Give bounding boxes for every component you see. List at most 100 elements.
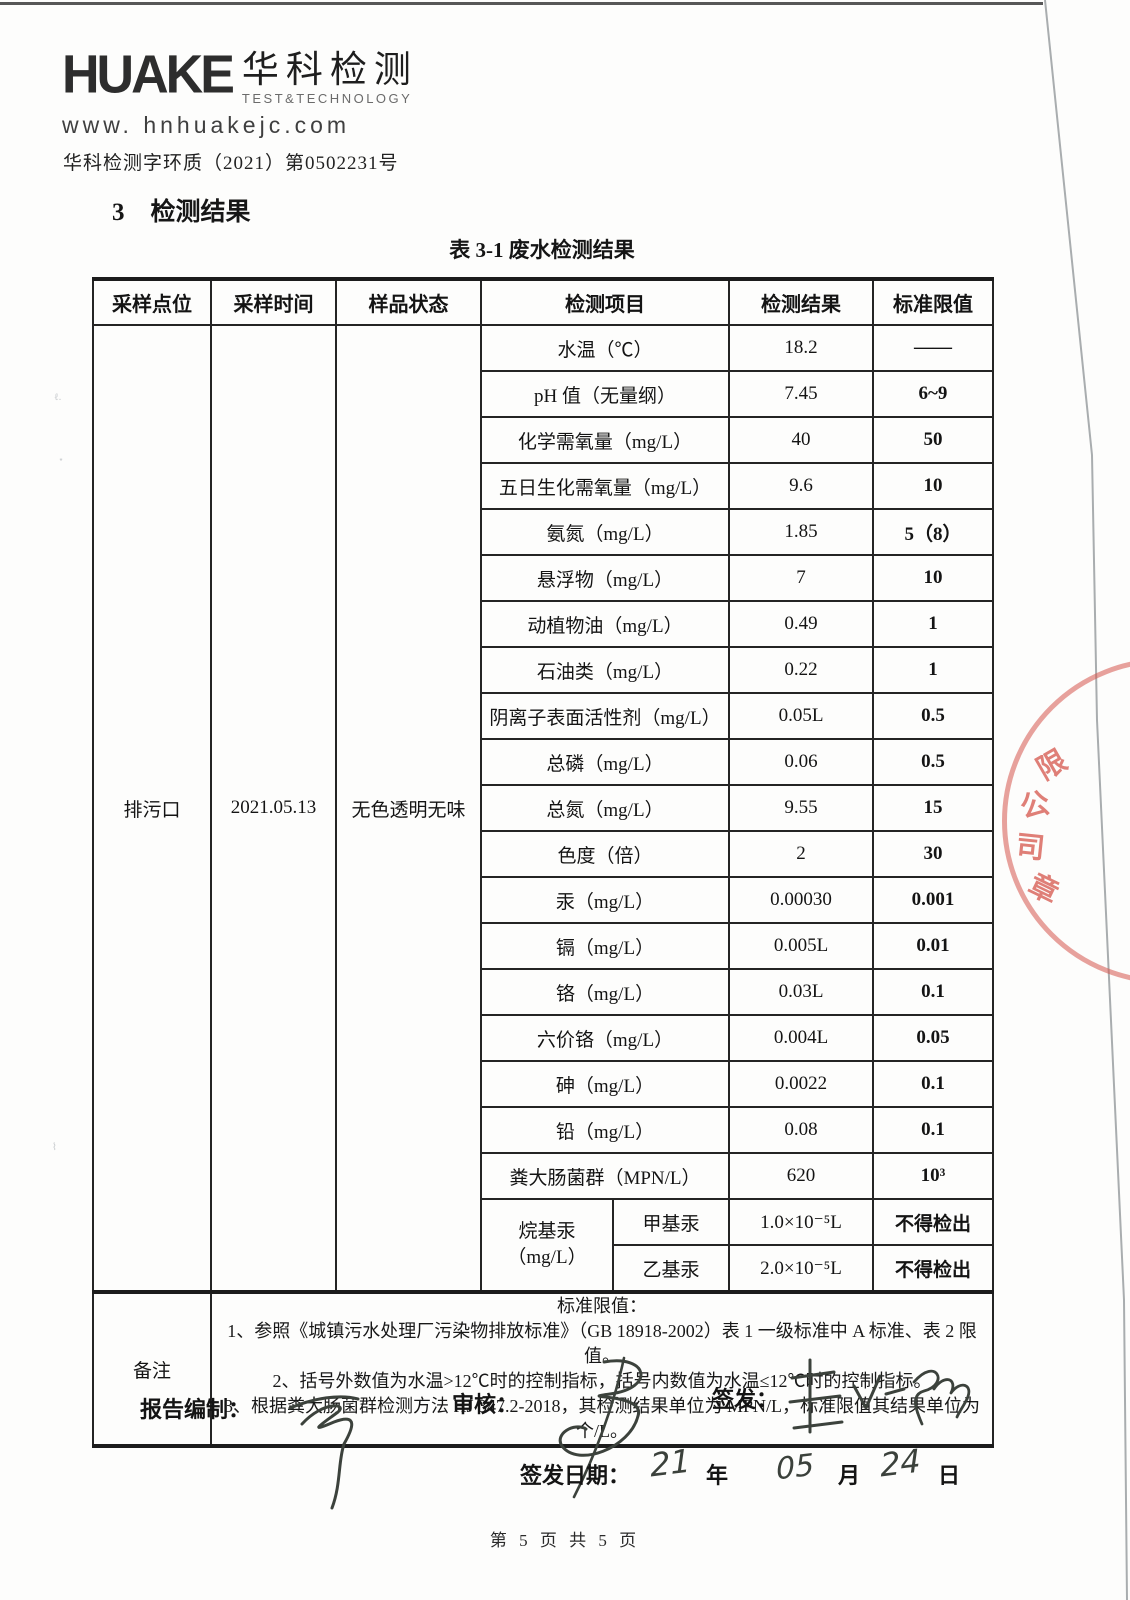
test-item-cell: 色度（倍） <box>480 830 730 878</box>
standard-limit-cell: 0.1 <box>872 968 994 1016</box>
day-character: 日 <box>938 1463 961 1488</box>
standard-limit-cell: 不得检出 <box>872 1244 994 1293</box>
standard-limit-cell: 5（8） <box>872 508 994 556</box>
test-result-cell: 7.45 <box>728 370 874 418</box>
reviewed-by-signature <box>558 1356 643 1499</box>
test-result-cell: 0.004L <box>728 1014 874 1062</box>
seal-circle <box>1002 658 1130 984</box>
standard-limit-cell: 15 <box>872 784 994 832</box>
section-title: 检测结果 <box>150 199 251 226</box>
result-row: 铅（mg/L） 0.08 0.1 <box>93 1106 994 1154</box>
remark-notes-cell: 标准限值： 1、参照《城镇污水处理厂污染物排放标准》（GB 18918-2002）… <box>210 1290 994 1448</box>
result-row: 石油类（mg/L） 0.22 1 <box>93 646 994 694</box>
col-header-test-item: 检测项目 <box>480 277 730 326</box>
col-header-standard-limit: 标准限值 <box>872 277 994 326</box>
test-result-cell: 18.2 <box>728 324 874 372</box>
standard-limit-cell: 不得检出 <box>872 1198 994 1246</box>
test-item-cell: 总氮（mg/L） <box>480 784 730 832</box>
document-number: 华科检测字环质（2021）第0502231号 <box>63 153 399 174</box>
remark-line: 标准限值： <box>557 1296 647 1316</box>
test-result-cell: 40 <box>728 416 874 464</box>
issued-by-signature <box>788 1358 971 1434</box>
test-result-cell: 0.06 <box>728 738 874 786</box>
col-header-sample-time: 采样时间 <box>210 277 337 326</box>
result-row: 镉（mg/L） 0.005L 0.01 <box>93 922 994 970</box>
test-subitem-cell: 甲基汞 <box>612 1198 730 1246</box>
scan-edge-top <box>0 2 1043 5</box>
col-header-test-result: 检测结果 <box>728 277 874 326</box>
result-row: 总氮（mg/L） 9.55 15 <box>93 784 994 832</box>
test-result-cell: 1.85 <box>728 508 874 556</box>
prepared-by-label: 报告编制： <box>140 1397 251 1422</box>
result-row: 粪大肠菌群（MPN/L） 620 10³ <box>93 1152 994 1200</box>
scan-smudge: ⌇ <box>52 1142 57 1153</box>
test-item-cell: 阴离子表面活性剂（mg/L） <box>480 692 730 740</box>
sample-time-cell: 2021.05.13 <box>210 324 337 1293</box>
year-character: 年 <box>706 1463 729 1488</box>
issue-date-year-handwritten: 21 <box>649 1441 692 1485</box>
test-item-cell: 粪大肠菌群（MPN/L） <box>480 1152 730 1200</box>
section-number: 3 <box>112 199 125 226</box>
section-heading: 3 检测结果 <box>112 192 251 228</box>
standard-limit-cell: 0.05 <box>872 1014 994 1062</box>
result-row-alkyl-mercury: 烷基汞 （mg/L） 甲基汞 1.0×10⁻⁵L 不得检出 <box>93 1198 994 1293</box>
scan-smudge: ℓ. <box>54 392 62 403</box>
col-header-sample-state: 样品状态 <box>335 277 482 326</box>
table-caption: 表 3-1 废水检测结果 <box>449 238 635 262</box>
test-result-cell: 9.55 <box>728 784 874 832</box>
seal-character: 司 <box>1014 830 1047 866</box>
issued-by-label: 签发： <box>712 1387 779 1412</box>
standard-limit-cell: 0.5 <box>872 738 994 786</box>
test-item-cell: 六价铬（mg/L） <box>480 1014 730 1062</box>
test-result-cell: 1.0×10⁻⁵L <box>728 1198 874 1246</box>
standard-limit-cell: 0.01 <box>872 922 994 970</box>
result-row: pH 值（无量纲） 7.45 6~9 <box>93 370 994 418</box>
prepared-by-signature <box>288 1395 360 1510</box>
standard-limit-cell: 50 <box>872 416 994 464</box>
logo-chinese-name: 华科检测 <box>241 50 418 91</box>
result-row: 排污口 2021.05.13 无色透明无味 水温（℃） 18.2 —— <box>92 324 994 1293</box>
standard-limit-cell: 1 <box>872 600 994 648</box>
result-row: 化学需氧量（mg/L） 40 50 <box>93 416 994 464</box>
standard-limit-cell: 0.5 <box>872 692 994 740</box>
result-row: 汞（mg/L） 0.00030 0.001 <box>93 876 994 924</box>
test-result-cell: 0.08 <box>728 1106 874 1154</box>
standard-limit-cell: 10 <box>872 462 994 510</box>
result-row: 六价铬（mg/L） 0.004L 0.05 <box>93 1014 994 1062</box>
test-item-cell: 悬浮物（mg/L） <box>480 554 730 602</box>
test-result-cell: 0.00030 <box>728 876 874 924</box>
result-row: 阴离子表面活性剂（mg/L） 0.05L 0.5 <box>93 692 994 740</box>
test-result-cell: 0.05L <box>728 692 874 740</box>
standard-limit-cell: 0.1 <box>872 1106 994 1154</box>
test-item-cell: 水温（℃） <box>480 324 730 372</box>
result-row-alkyl-mercury: 乙基汞 2.0×10⁻⁵L 不得检出 <box>93 1244 994 1293</box>
result-row: 动植物油（mg/L） 0.49 1 <box>93 600 994 648</box>
logo-wordmark: HUAKE <box>62 44 235 106</box>
month-character: 月 <box>838 1463 861 1488</box>
test-result-cell: 0.005L <box>728 922 874 970</box>
test-result-cell: 2.0×10⁻⁵L <box>728 1244 874 1293</box>
result-row: 总磷（mg/L） 0.06 0.5 <box>93 738 994 786</box>
scan-smudge: ﹡ <box>56 456 66 467</box>
test-item-cell: 镉（mg/L） <box>480 922 730 970</box>
test-item-cell: 五日生化需氧量（mg/L） <box>480 462 730 510</box>
standard-limit-cell: 10³ <box>872 1152 994 1200</box>
result-row: 悬浮物（mg/L） 7 10 <box>93 554 994 602</box>
page-number-footer: 第 5 页 共 5 页 <box>489 1531 641 1550</box>
standard-limit-cell: 1 <box>872 646 994 694</box>
result-row: 铬（mg/L） 0.03L 0.1 <box>93 968 994 1016</box>
test-item-cell: 汞（mg/L） <box>480 876 730 924</box>
standard-limit-cell: 10 <box>872 554 994 602</box>
result-row: 氨氮（mg/L） 1.85 5（8） <box>93 508 994 556</box>
test-result-cell: 0.03L <box>728 968 874 1016</box>
test-item-cell: 化学需氧量（mg/L） <box>480 416 730 464</box>
standard-limit-cell: 0.001 <box>872 876 994 924</box>
remark-line: 2、括号外数值为水温>12℃时的控制指标，括号内数值为水温≤12℃时的控制指标。 <box>272 1371 932 1391</box>
company-website: www. hnhuakejc.com <box>62 112 351 138</box>
issue-date-month-handwritten: 05 <box>775 1447 815 1488</box>
test-result-cell: 0.49 <box>728 600 874 648</box>
wastewater-results-table: 采样点位 采样时间 样品状态 检测项目 检测结果 标准限值 排污口 2021.05… <box>92 277 994 1448</box>
logo-tagline: TEST&TECHNOLOGY <box>241 91 413 106</box>
company-logo: HUAKE 华科检测 TEST&TECHNOLOGY www. hnhuakej… <box>62 44 418 139</box>
test-result-cell: 0.0022 <box>728 1060 874 1108</box>
